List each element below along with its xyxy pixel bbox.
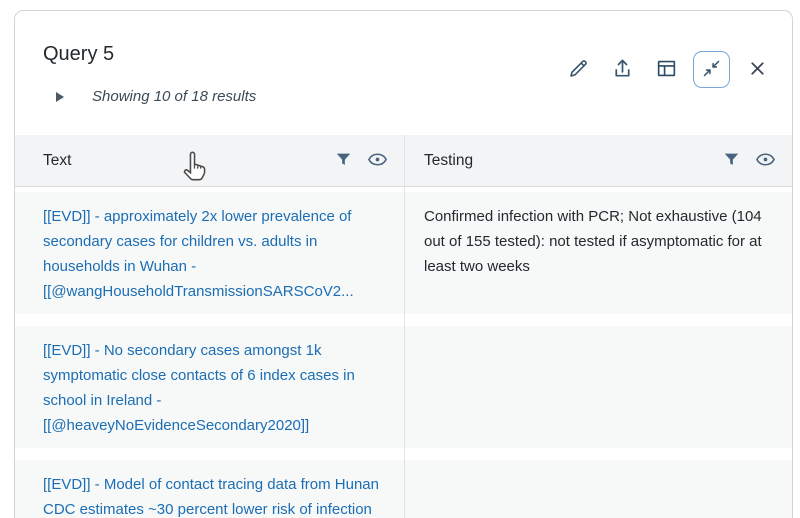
table-body: [[EVD]] - approximately 2x lower prevale…: [15, 192, 792, 518]
table-layout-icon: [655, 57, 678, 83]
card-header: Query 5: [15, 11, 792, 88]
filter-funnel-icon: [722, 150, 741, 172]
table-row: [[EVD]] - Model of contact tracing data …: [15, 460, 792, 518]
upload-icon: [611, 57, 634, 83]
column-divider: [404, 135, 405, 518]
collapse-button[interactable]: [693, 51, 730, 88]
results-summary-row: Showing 10 of 18 results: [15, 87, 792, 107]
result-text-link[interactable]: [[EVD]] - Model of contact tracing data …: [43, 476, 379, 518]
pencil-icon: [567, 57, 590, 83]
table-row: [[EVD]] - No secondary cases amongst 1k …: [15, 326, 792, 448]
export-button[interactable]: [605, 53, 639, 87]
text-cell[interactable]: [[EVD]] - Model of contact tracing data …: [15, 460, 404, 518]
collapse-icon: [701, 58, 722, 82]
edit-button[interactable]: [561, 53, 595, 87]
testing-cell[interactable]: Confirmed infection with PCR; Not exhaus…: [404, 192, 792, 314]
visibility-button[interactable]: [755, 149, 776, 173]
close-icon: [747, 58, 768, 82]
filter-button[interactable]: [722, 150, 741, 172]
text-cell[interactable]: [[EVD]] - approximately 2x lower prevale…: [15, 192, 404, 314]
page-title: Query 5: [43, 43, 115, 65]
text-cell[interactable]: [[EVD]] - No secondary cases amongst 1k …: [15, 326, 404, 448]
testing-cell[interactable]: [404, 326, 792, 448]
result-text-link[interactable]: [[EVD]] - approximately 2x lower prevale…: [43, 208, 354, 300]
table-row: [[EVD]] - approximately 2x lower prevale…: [15, 192, 792, 314]
disclosure-triangle-icon[interactable]: [56, 92, 64, 102]
testing-cell-text: Confirmed infection with PCR; Not exhaus…: [424, 208, 762, 275]
results-table: Text: [15, 135, 792, 518]
results-summary-text: Showing 10 of 18 results: [92, 88, 257, 105]
column-header-testing: Testing: [404, 135, 792, 186]
visibility-button[interactable]: [367, 149, 388, 173]
eye-icon: [367, 149, 388, 173]
filter-funnel-icon: [334, 150, 353, 172]
column-header-text: Text: [15, 135, 404, 186]
toolbar: [561, 51, 774, 88]
testing-cell[interactable]: [404, 460, 792, 518]
close-button[interactable]: [740, 53, 774, 87]
query-card: Query 5: [14, 10, 793, 518]
table-view-button[interactable]: [649, 53, 683, 87]
table-header-row: Text: [15, 135, 792, 187]
column-label: Text: [43, 151, 72, 169]
eye-icon: [755, 149, 776, 173]
filter-button[interactable]: [334, 150, 353, 172]
column-label: Testing: [424, 151, 474, 169]
result-text-link[interactable]: [[EVD]] - No secondary cases amongst 1k …: [43, 342, 355, 434]
